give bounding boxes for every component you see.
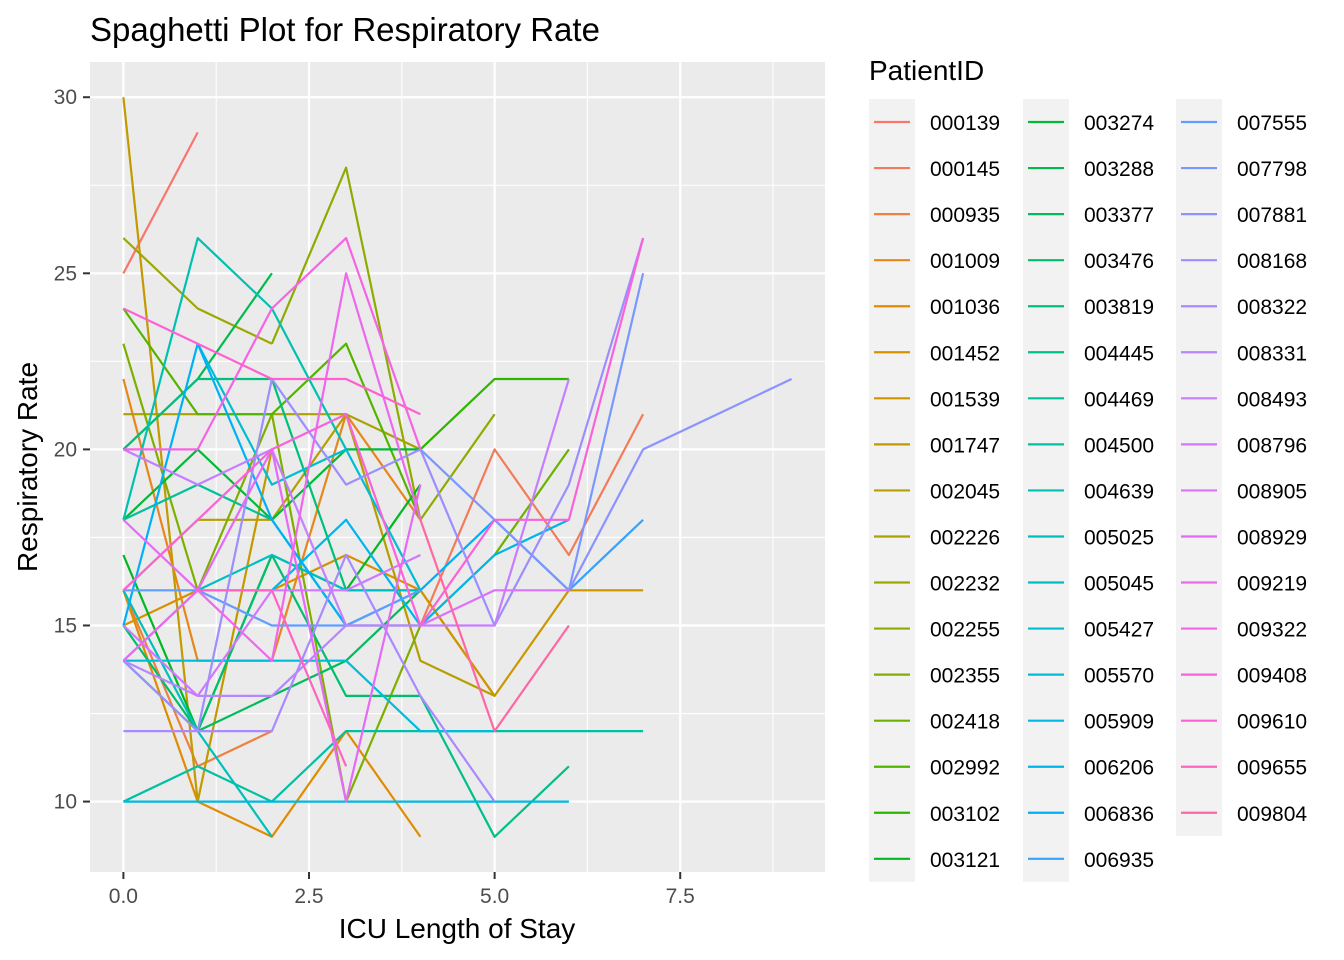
legend-label-008493: 008493 xyxy=(1237,388,1307,411)
legend-label-003288: 003288 xyxy=(1084,158,1154,181)
series-line-009610 xyxy=(122,307,421,416)
legend-label-008322: 008322 xyxy=(1237,296,1307,319)
series-line-001539 xyxy=(419,589,644,698)
legend: 000139 000145 000935 001009 001036 001452 0015… xyxy=(869,99,1307,882)
legend-label-005045: 005045 xyxy=(1084,573,1154,596)
legend-label-002232: 002232 xyxy=(930,573,1000,596)
legend-label-005570: 005570 xyxy=(1084,665,1154,688)
legend-label-007881: 007881 xyxy=(1237,204,1307,227)
series-line-009322 xyxy=(123,237,422,451)
y-tick-label: 25 xyxy=(54,262,77,285)
x-axis-ticks: 0.0 2.5 5.0 7.5 xyxy=(109,872,695,908)
legend-label-008929: 008929 xyxy=(1237,526,1307,549)
legend-label-002992: 002992 xyxy=(930,757,1000,780)
legend-label-002226: 002226 xyxy=(930,526,1000,549)
series-line-008493 xyxy=(122,378,570,627)
legend-label-003274: 003274 xyxy=(1084,112,1154,135)
x-tick-label: 0.0 xyxy=(109,885,138,908)
legend-label-001747: 001747 xyxy=(930,434,1000,457)
legend-label-000935: 000935 xyxy=(930,204,1000,227)
legend-label-003377: 003377 xyxy=(1084,204,1154,227)
series-line-009655 xyxy=(197,589,348,767)
legend-label-004445: 004445 xyxy=(1084,342,1154,365)
legend-label-008168: 008168 xyxy=(1237,250,1307,273)
legend-label-007798: 007798 xyxy=(1237,158,1307,181)
legend-label-006935: 006935 xyxy=(1084,849,1154,872)
series-line-002992 xyxy=(122,307,422,521)
legend-label-000145: 000145 xyxy=(930,158,1000,181)
legend-label-005427: 005427 xyxy=(1084,619,1154,642)
legend-label-003819: 003819 xyxy=(1084,296,1154,319)
legend-label-009610: 009610 xyxy=(1237,711,1307,734)
series-line-008905 xyxy=(419,589,569,627)
legend-label-002355: 002355 xyxy=(930,665,1000,688)
y-axis-title: Respiratory Rate xyxy=(12,362,43,572)
series-line-004500 xyxy=(122,729,644,803)
legend-label-004500: 004500 xyxy=(1084,434,1154,457)
legend-key-column xyxy=(1176,99,1222,836)
series-line-006836 xyxy=(122,342,496,627)
y-tick-label: 15 xyxy=(54,614,77,637)
y-tick-label: 20 xyxy=(54,438,77,461)
series-lines xyxy=(122,97,793,838)
series-line-008168 xyxy=(122,237,645,733)
legend-label-009804: 009804 xyxy=(1237,803,1307,826)
series-line-002232 xyxy=(122,237,273,345)
series-line-007555 xyxy=(123,589,421,627)
legend-label-001452: 001452 xyxy=(930,342,1000,365)
legend-label-008905: 008905 xyxy=(1237,480,1307,503)
series-line-004445 xyxy=(419,695,570,838)
series-line-009408 xyxy=(122,237,645,627)
legend-label-007555: 007555 xyxy=(1237,112,1307,135)
chart-title: Spaghetti Plot for Respiratory Rate xyxy=(90,11,600,48)
series-line-009219 xyxy=(122,272,422,662)
series-line-008331 xyxy=(122,624,347,698)
legend-label-009219: 009219 xyxy=(1237,573,1307,596)
legend-label-001539: 001539 xyxy=(930,388,1000,411)
legend-label-000139: 000139 xyxy=(930,112,1000,135)
y-tick-label: 10 xyxy=(54,791,77,814)
x-axis-title: ICU Length of Stay xyxy=(339,913,576,944)
legend-label-001009: 001009 xyxy=(930,250,1000,273)
x-tick-label: 7.5 xyxy=(666,885,695,908)
legend-label-004469: 004469 xyxy=(1084,388,1154,411)
legend-label-001036: 001036 xyxy=(930,296,1000,319)
legend-label-006206: 006206 xyxy=(1084,757,1154,780)
legend-label-002418: 002418 xyxy=(930,711,1000,734)
x-tick-label: 2.5 xyxy=(294,885,323,908)
legend-label-008796: 008796 xyxy=(1237,434,1307,457)
legend-label-009655: 009655 xyxy=(1237,757,1307,780)
legend-label-002255: 002255 xyxy=(930,619,1000,642)
series-line-007881 xyxy=(567,378,793,591)
legend-label-009408: 009408 xyxy=(1237,665,1307,688)
y-tick-label: 30 xyxy=(54,86,77,109)
legend-label-003476: 003476 xyxy=(1084,250,1154,273)
series-line-008322 xyxy=(123,553,496,803)
series-line-009804 xyxy=(419,519,570,733)
legend-label-003121: 003121 xyxy=(930,849,1000,872)
y-axis-ticks: 10 15 20 25 30 xyxy=(54,86,90,814)
legend-label-006836: 006836 xyxy=(1084,803,1154,826)
x-tick-label: 5.0 xyxy=(480,885,509,908)
legend-label-005909: 005909 xyxy=(1084,711,1154,734)
legend-title: PatientID xyxy=(869,55,984,86)
legend-label-008331: 008331 xyxy=(1237,342,1307,365)
series-line-003102 xyxy=(419,377,569,451)
legend-label-004639: 004639 xyxy=(1084,480,1154,503)
legend-label-005025: 005025 xyxy=(1084,526,1154,549)
legend-label-009322: 009322 xyxy=(1237,619,1307,642)
legend-label-003102: 003102 xyxy=(930,803,1000,826)
legend-label-002045: 002045 xyxy=(930,480,1000,503)
